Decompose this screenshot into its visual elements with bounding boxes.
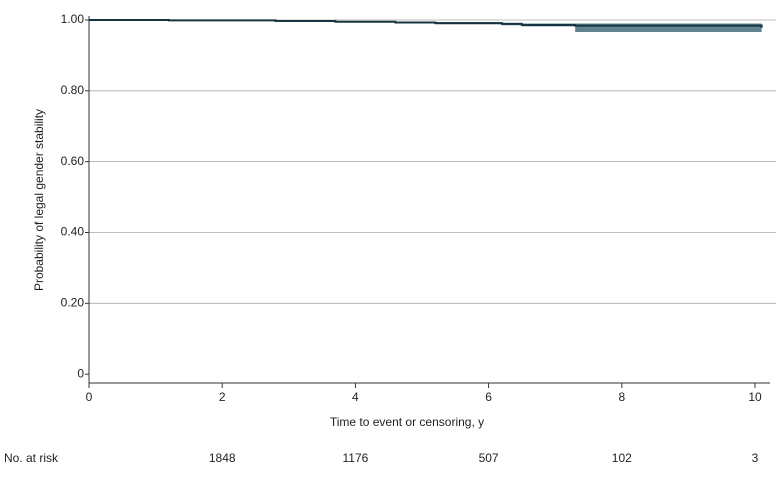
y-tick-label: 1.00 xyxy=(61,12,85,26)
y-tick-label: 0.40 xyxy=(61,225,85,239)
y-tick-label: 0.80 xyxy=(61,83,85,97)
x-tick-label: 2 xyxy=(219,390,226,404)
y-tick-label: 0.60 xyxy=(61,154,85,168)
x-tick-label: 0 xyxy=(86,390,93,404)
x-tick-label: 10 xyxy=(748,390,762,404)
at-risk-value: 1176 xyxy=(342,451,368,465)
at-risk-label: No. at risk xyxy=(4,451,59,465)
y-tick-label: 0 xyxy=(77,366,84,380)
at-risk-value: 3 xyxy=(752,451,759,465)
at-risk-value: 507 xyxy=(479,451,499,465)
x-tick-label: 4 xyxy=(352,390,359,404)
at-risk-value: 102 xyxy=(612,451,632,465)
survival-line xyxy=(89,19,763,28)
y-axis-label: Probability of legal gender stability xyxy=(32,109,46,291)
x-tick-label: 8 xyxy=(618,390,625,404)
confidence-band xyxy=(89,20,762,33)
x-tick-label: 6 xyxy=(485,390,492,404)
at-risk-value: 1848 xyxy=(209,451,236,465)
x-axis-label: Time to event or censoring, y xyxy=(330,415,484,429)
y-tick-label: 0.20 xyxy=(61,295,85,309)
